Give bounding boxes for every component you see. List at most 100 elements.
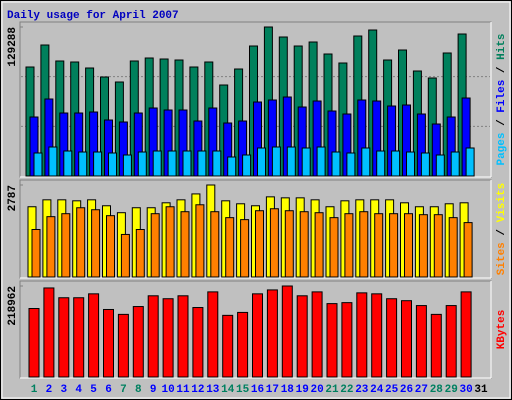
bar <box>389 213 399 278</box>
bar <box>63 150 73 177</box>
bar <box>371 293 383 378</box>
legend-entry: Hits <box>496 33 508 59</box>
bar <box>329 217 339 278</box>
bar <box>31 228 41 278</box>
bar <box>106 215 115 278</box>
bar <box>137 151 147 177</box>
bar <box>46 216 56 278</box>
x-tick-label: 4 <box>75 384 82 396</box>
bar <box>227 156 237 177</box>
bar <box>301 147 311 177</box>
bar <box>257 147 266 177</box>
x-tick-label: 3 <box>60 384 67 396</box>
x-tick-label: 25 <box>385 384 399 396</box>
bar <box>180 211 190 278</box>
x-tick-label: 6 <box>105 384 112 396</box>
chart-title: Daily usage for April 2007 <box>7 10 179 22</box>
x-tick-label: 18 <box>281 384 295 396</box>
bar <box>401 300 412 378</box>
bar <box>266 289 278 378</box>
bar <box>73 297 85 378</box>
bar <box>286 146 296 177</box>
bar <box>269 208 279 278</box>
x-tick-label: 31 <box>474 384 488 396</box>
y-tick-label: 2787 <box>7 185 19 211</box>
bar <box>344 213 354 278</box>
bar <box>225 217 235 278</box>
x-tick-label: 19 <box>296 384 309 396</box>
bar <box>222 314 234 378</box>
bar <box>192 307 204 378</box>
x-tick-label: 12 <box>191 384 204 396</box>
bar <box>255 210 264 278</box>
bar <box>404 213 413 278</box>
bar <box>359 211 369 278</box>
legend-entry: Files <box>496 80 508 113</box>
bar <box>296 295 308 378</box>
bar <box>207 291 219 378</box>
x-tick-label: 1 <box>31 384 38 396</box>
bar <box>406 151 415 177</box>
bar <box>420 152 430 177</box>
bar <box>88 293 100 378</box>
legend-separator: / <box>496 222 508 242</box>
x-tick-label: 23 <box>355 384 369 396</box>
bar <box>132 306 144 378</box>
bar <box>117 313 129 378</box>
bar <box>271 146 281 177</box>
legend-entry: KBytes <box>496 310 508 350</box>
bar <box>341 302 353 378</box>
bar <box>252 293 263 378</box>
bar <box>177 295 189 378</box>
bar <box>91 209 101 278</box>
bar <box>237 311 249 378</box>
bar <box>281 285 293 378</box>
bar <box>314 212 324 278</box>
y-tick-label: 218962 <box>7 286 19 326</box>
x-tick-label: 10 <box>161 384 174 396</box>
x-tick-label: 5 <box>90 384 97 396</box>
bar <box>465 147 475 177</box>
bar <box>162 298 174 378</box>
bar <box>152 150 162 177</box>
bar <box>386 298 398 378</box>
bar <box>182 150 192 177</box>
y-tick-label: 129288 <box>7 27 19 67</box>
x-tick-label: 7 <box>120 384 127 396</box>
x-tick-label: 20 <box>310 384 323 396</box>
bar <box>356 292 368 378</box>
x-tick-label: 27 <box>415 384 428 396</box>
bar <box>331 151 341 177</box>
bar <box>212 150 222 177</box>
bar <box>48 146 58 177</box>
bar <box>195 204 205 278</box>
bar <box>167 150 177 177</box>
bar <box>361 147 371 177</box>
x-tick-label: 16 <box>251 384 264 396</box>
x-tick-label: 17 <box>266 384 279 396</box>
bar <box>435 154 445 177</box>
x-tick-label: 15 <box>236 384 250 396</box>
bar <box>197 150 207 177</box>
x-tick-label: 9 <box>150 384 157 396</box>
bar <box>418 214 428 278</box>
x-tick-label: 14 <box>221 384 235 396</box>
legend: Pages / Files / Hits <box>496 33 508 165</box>
bar <box>242 154 252 177</box>
legend: Sites / Visits <box>496 183 508 275</box>
legend: KBytes <box>496 310 508 350</box>
bar <box>415 305 427 378</box>
bar <box>58 297 70 378</box>
bar <box>165 206 175 278</box>
bar <box>150 213 160 278</box>
bar <box>463 222 473 278</box>
bar <box>374 213 384 278</box>
bar <box>284 210 294 278</box>
legend-separator: / <box>496 113 508 133</box>
x-tick-label: 26 <box>400 384 413 396</box>
bar <box>147 295 159 378</box>
bar <box>76 207 86 278</box>
